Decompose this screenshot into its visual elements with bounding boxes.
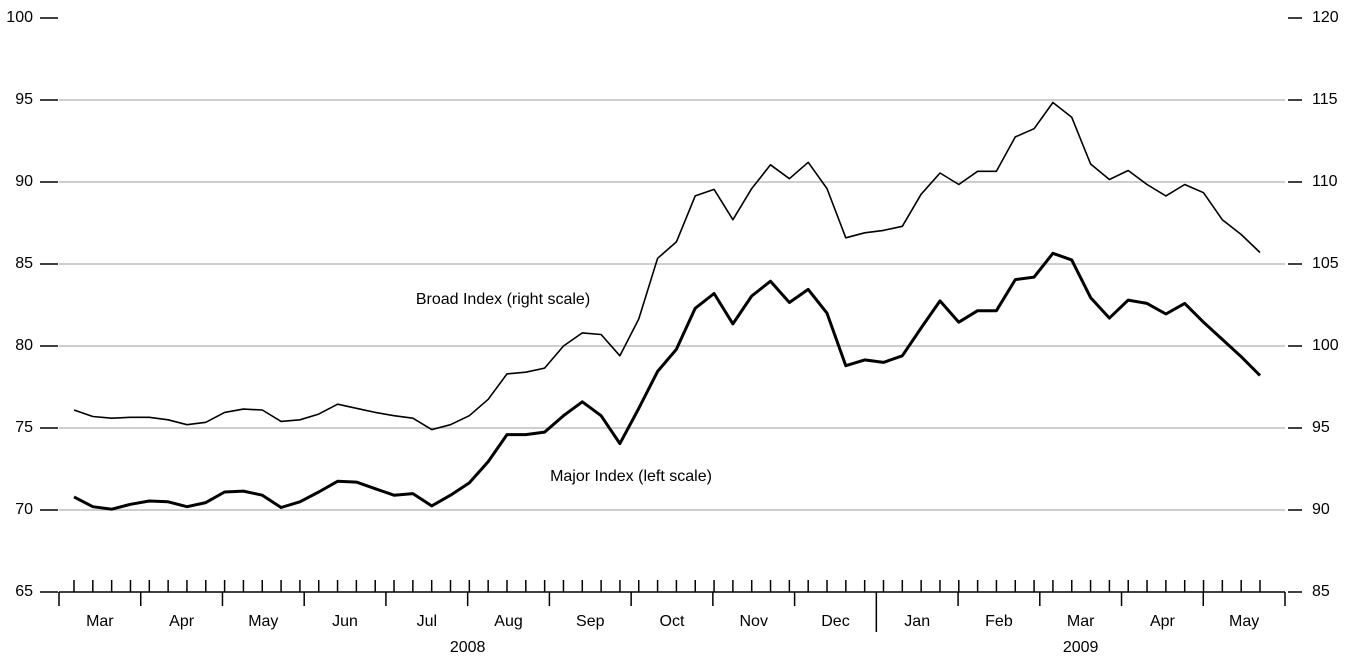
y2-tick-label: 115 bbox=[1312, 91, 1338, 108]
month-label: Jun bbox=[332, 613, 358, 630]
month-label: Jul bbox=[417, 613, 437, 630]
month-label: Apr bbox=[169, 613, 195, 630]
y-tick-label: 75 bbox=[15, 419, 33, 436]
y2-tick-label: 90 bbox=[1312, 501, 1330, 518]
month-label: Jan bbox=[904, 613, 930, 630]
year-label: 2009 bbox=[1063, 639, 1099, 656]
series-label: Broad Index (right scale) bbox=[416, 291, 590, 308]
y-tick-label: 65 bbox=[15, 583, 33, 600]
y2-tick-label: 110 bbox=[1312, 173, 1338, 190]
series-line bbox=[73, 251, 1262, 511]
y2-tick-label: 105 bbox=[1312, 255, 1339, 272]
y2-tick-label: 100 bbox=[1312, 337, 1339, 354]
month-label: May bbox=[248, 613, 278, 630]
month-label: Apr bbox=[1150, 613, 1176, 630]
series-label: Major Index (left scale) bbox=[550, 468, 712, 485]
y-tick-label: 90 bbox=[15, 173, 33, 190]
month-label: Feb bbox=[985, 613, 1013, 630]
y2-tick-label: 95 bbox=[1312, 419, 1330, 436]
month-label: Oct bbox=[660, 613, 685, 630]
y-tick-label: 95 bbox=[15, 91, 33, 108]
month-label: May bbox=[1229, 613, 1259, 630]
y-tick-label: 80 bbox=[15, 337, 33, 354]
series-line bbox=[73, 101, 1261, 431]
month-label: Mar bbox=[86, 613, 114, 630]
year-label: 2008 bbox=[450, 639, 486, 656]
y-tick-label: 70 bbox=[15, 501, 33, 518]
y-tick-label: 100 bbox=[6, 9, 33, 26]
month-label: Dec bbox=[821, 613, 849, 630]
month-label: Aug bbox=[494, 613, 522, 630]
month-label: Mar bbox=[1067, 613, 1095, 630]
month-label: Nov bbox=[740, 613, 768, 630]
y2-tick-label: 85 bbox=[1312, 583, 1330, 600]
y2-tick-label: 120 bbox=[1312, 9, 1339, 26]
y-tick-label: 85 bbox=[15, 255, 33, 272]
month-label: Sep bbox=[576, 613, 605, 630]
